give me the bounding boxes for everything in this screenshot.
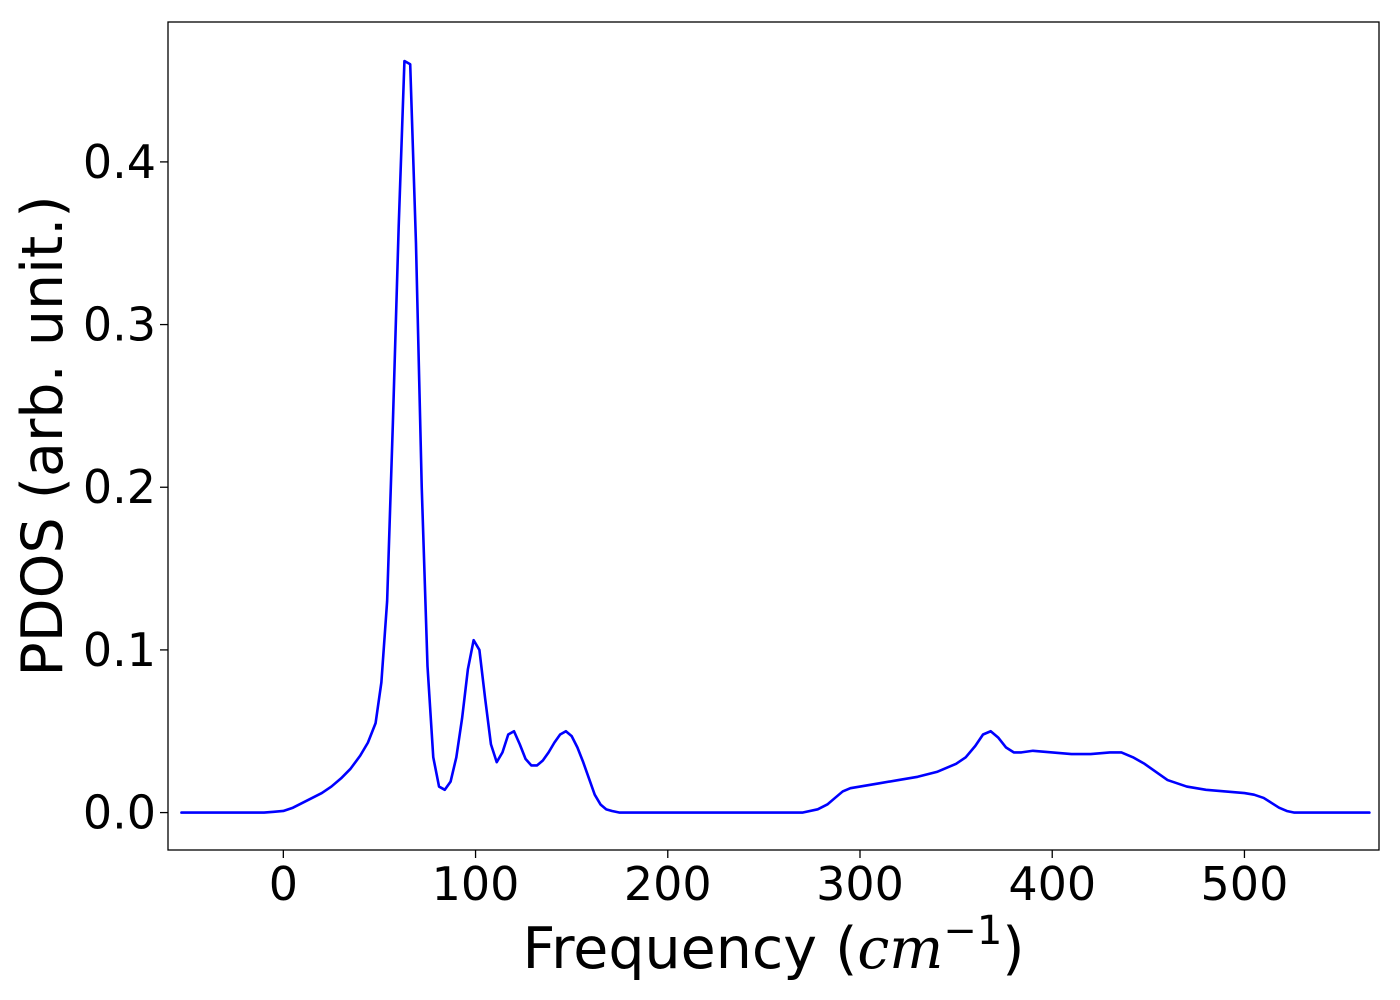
series-line-0 — [180, 59, 1371, 814]
x-axis-title-prefix: Frequency ( — [522, 916, 857, 982]
x-tick-label: 200 — [624, 857, 712, 911]
plot-area — [167, 21, 1380, 851]
y-tick-label: 0.0 — [83, 786, 156, 840]
x-tick-label: 100 — [432, 857, 520, 911]
x-axis-title-suffix: ) — [1002, 916, 1024, 982]
x-axis-title-unit-exponent: −1 — [943, 908, 1002, 954]
x-tick-label: 400 — [1008, 857, 1096, 911]
x-tick-label: 0 — [269, 857, 298, 911]
y-axis-ticks: 0.0 0.1 0.2 0.3 0.4 — [83, 135, 168, 840]
x-tick-label: 500 — [1201, 857, 1289, 911]
x-tick-label: 300 — [816, 857, 904, 911]
x-axis-title-unit-base: cm — [857, 916, 943, 982]
plot-frame — [167, 21, 1380, 851]
x-axis-title: Frequency (cm−1) — [522, 908, 1024, 982]
y-tick-label: 0.3 — [83, 298, 156, 352]
y-tick-label: 0.2 — [83, 460, 156, 514]
y-tick-label: 0.4 — [83, 135, 156, 189]
x-axis-ticks: 0 100 200 300 400 500 — [269, 850, 1289, 911]
y-axis-title: PDOS (arb. unit.) — [10, 195, 76, 676]
y-tick-label: 0.1 — [83, 623, 156, 677]
